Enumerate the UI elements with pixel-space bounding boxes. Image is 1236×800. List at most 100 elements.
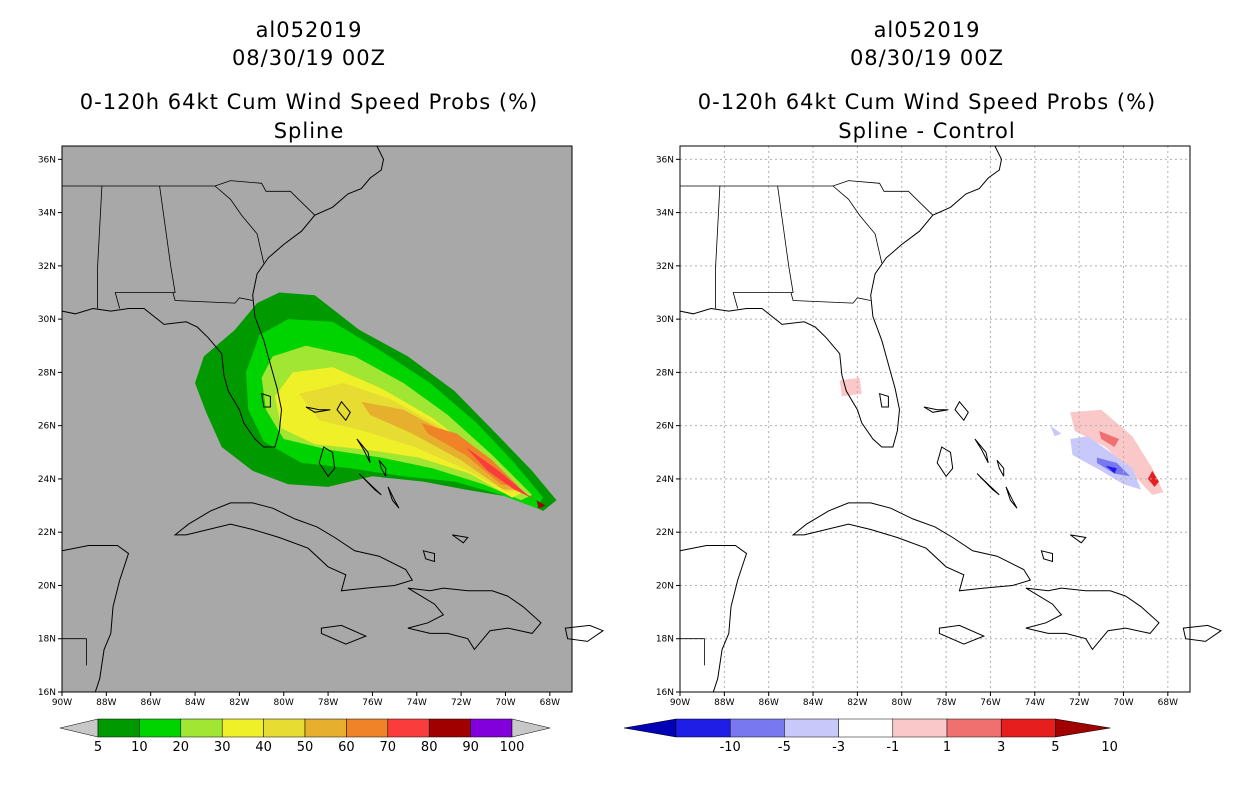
lon-tick-label: 80W <box>274 698 294 708</box>
coastline-yuc <box>61 545 130 693</box>
coastline-inagua <box>422 550 435 563</box>
lat-tick-label: 22N <box>656 528 674 538</box>
map-border <box>61 145 573 693</box>
subtitle: Spline <box>273 119 345 143</box>
colorbar-swatch <box>428 718 471 738</box>
coastline-cuba <box>173 502 414 592</box>
colorbar-label: -3 <box>832 740 845 755</box>
state-border <box>790 292 871 304</box>
lon-tick-label: 82W <box>847 698 867 708</box>
coastline-cat <box>378 459 387 477</box>
coastline-lake <box>260 392 271 408</box>
state-border <box>715 185 721 309</box>
positive-difference-region <box>1070 409 1164 495</box>
coastline-us <box>679 145 1003 448</box>
colorbar-label: 10 <box>1101 740 1118 755</box>
lon-tick-label: 76W <box>980 698 1000 708</box>
map-border <box>679 145 1191 693</box>
coastline-inagua <box>1040 550 1053 563</box>
lat-tick-label: 32N <box>38 262 56 272</box>
state-border <box>114 185 176 309</box>
colorbar-label: 40 <box>255 740 272 755</box>
coastline-abaco <box>336 400 351 422</box>
probability-contour-8 <box>509 486 524 498</box>
colorbar: 5 10 20 30 40 50 60 70 80 90 100 <box>59 718 551 755</box>
coastline-eleu <box>356 438 371 464</box>
lat-tick-label: 28N <box>656 368 674 378</box>
colorbar-swatch <box>139 718 182 738</box>
lon-tick-label: 90W <box>670 698 690 708</box>
coastline-andros <box>936 446 954 478</box>
colorbar-label: -5 <box>778 740 791 755</box>
lon-tick-label: 80W <box>892 698 912 708</box>
lon-tick-label: 82W <box>229 698 249 708</box>
colorbar-swatch <box>946 718 1002 738</box>
colorbar-label: 1 <box>943 740 951 755</box>
lat-tick-label: 16N <box>656 688 674 698</box>
state-border <box>97 185 103 309</box>
map-frame-group: 90W 88W 86W 84W 82W 80W 78W 76W 74W 72W 70W 68W 16N 1… <box>656 145 1223 708</box>
probability-contour-max <box>536 500 546 509</box>
lon-tick-label: 70W <box>1113 698 1133 708</box>
lat-tick-label: 22N <box>38 528 56 538</box>
negative-difference-region <box>1105 465 1117 474</box>
lat-tick-label: 30N <box>656 315 674 325</box>
coastline-cuba <box>791 502 1032 592</box>
colorbar-label: 5 <box>1051 740 1059 755</box>
product-title: 0-120h 64kt Cum Wind Speed Probs (%) <box>697 90 1157 114</box>
coastline-yuc <box>679 545 748 693</box>
product-title: 0-120h 64kt Cum Wind Speed Probs (%) <box>79 90 539 114</box>
colorbar-swatch <box>180 718 223 738</box>
spline-map: 90W 88W 86W 84W 82W 80W 78W 76W 74W 72W 70W 68W 16N 1… <box>38 145 605 755</box>
lat-tick-label: 32N <box>656 262 674 272</box>
lon-tick-label: 88W <box>96 698 116 708</box>
map-background <box>680 146 1190 692</box>
lon-tick-label: 76W <box>362 698 382 708</box>
lon-tick-label: 86W <box>141 698 161 708</box>
lat-tick-label: 26N <box>656 422 674 432</box>
colorbar-label: 30 <box>214 740 231 755</box>
lat-tick-label: 24N <box>38 475 56 485</box>
coastline-exuma <box>358 473 382 496</box>
colorbar-low-arrow <box>623 718 677 738</box>
colorbar-high-arrow <box>511 718 551 738</box>
state-border <box>214 185 265 264</box>
coastline-caicos <box>452 534 469 544</box>
lat-tick-label: 28N <box>38 368 56 378</box>
lat-tick-label: 16N <box>38 688 56 698</box>
colorbar-swatch <box>304 718 347 738</box>
lon-tick-label: 78W <box>936 698 956 708</box>
lat-tick-label: 26N <box>38 422 56 432</box>
coastline-gbahama <box>305 406 331 413</box>
colorbar-swatch <box>675 718 731 738</box>
colorbar-label: 20 <box>173 740 190 755</box>
coastline-andros <box>318 446 336 478</box>
colorbar-swatch <box>387 718 430 738</box>
state-border <box>832 185 883 264</box>
colorbar-label: -10 <box>720 740 741 755</box>
coastline-gbahama <box>923 406 949 413</box>
coastline-abaco <box>954 400 969 422</box>
colorbar: -10 -5 -3 -1 1 3 5 10 <box>623 718 1118 755</box>
colorbar-swatch <box>1000 718 1056 738</box>
colorbar-label: -1 <box>886 740 899 755</box>
lat-tick-label: 34N <box>656 209 674 219</box>
datetime-title: 08/30/19 00Z <box>849 46 1005 70</box>
probability-contour-5 <box>361 401 519 490</box>
lat-tick-label: 20N <box>656 581 674 591</box>
colorbar-label: 10 <box>131 740 148 755</box>
lat-tick-label: 20N <box>38 581 56 591</box>
lat-tick-label: 34N <box>38 209 56 219</box>
difference-map: 90W 88W 86W 84W 82W 80W 78W 76W 74W 72W 70W 68W 16N 1… <box>623 145 1223 755</box>
negative-difference-region <box>1096 457 1131 477</box>
lon-tick-label: 84W <box>185 698 205 708</box>
lon-tick-label: 84W <box>803 698 823 708</box>
coastline-hisp <box>407 587 542 651</box>
map-frame-group: 90W 88W 86W 84W 82W 80W 78W 76W 74W 72W 70W 68W 16N 1… <box>38 145 605 708</box>
lon-tick-label: 90W <box>52 698 72 708</box>
state-border <box>62 180 316 216</box>
lon-tick-label: 74W <box>1025 698 1045 708</box>
colorbar-label: 80 <box>421 740 438 755</box>
coastline-longi <box>387 486 400 509</box>
lat-tick-label: 36N <box>656 155 674 165</box>
